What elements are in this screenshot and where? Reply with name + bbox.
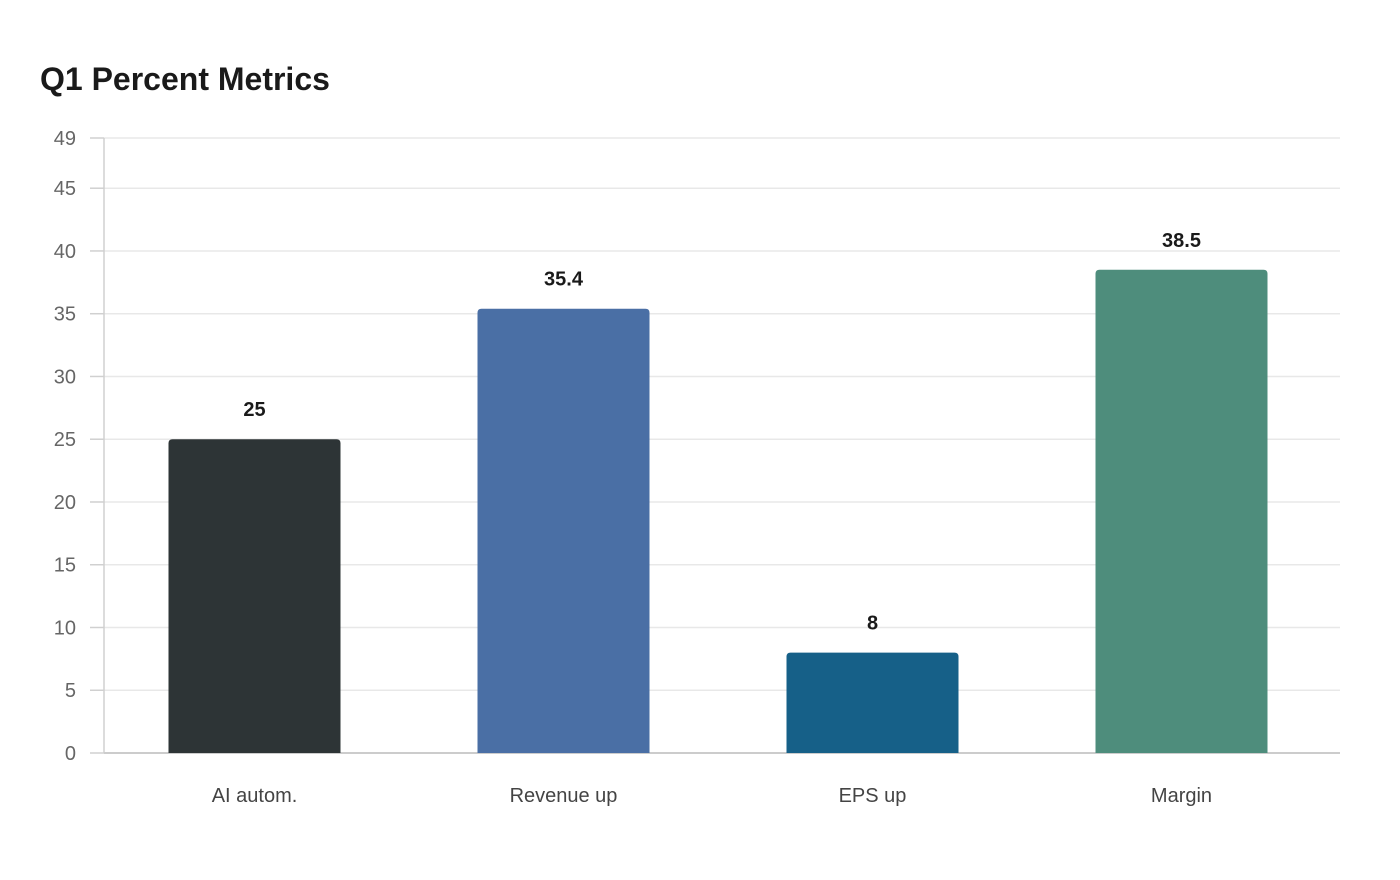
category-label-1: Revenue up (510, 785, 618, 807)
y-tick-label: 35 (54, 304, 76, 326)
data-label-1: 35.4 (544, 269, 584, 291)
y-tick-label: 45 (54, 178, 76, 200)
bar-1 (477, 308, 650, 753)
category-label-2: EPS up (839, 785, 907, 807)
data-label-2: 8 (867, 613, 878, 635)
bar-0 (168, 439, 341, 753)
y-tick-label: 15 (54, 555, 76, 577)
data-label-0: 25 (243, 399, 265, 421)
y-tick-label: 25 (54, 429, 76, 451)
bar-3 (1095, 269, 1268, 753)
x-category-labels: AI autom. Revenue up EPS up Margin (212, 785, 1212, 807)
y-tick-labels: 0 5 10 15 20 25 30 35 40 45 49 (54, 128, 76, 765)
y-tick-label: 49 (54, 128, 76, 150)
y-tick-label: 0 (65, 743, 76, 765)
data-labels: 25 35.4 8 38.5 (243, 230, 1201, 635)
category-label-3: Margin (1151, 785, 1212, 807)
bars (168, 269, 1268, 753)
data-label-3: 38.5 (1162, 230, 1201, 252)
bar-2 (786, 652, 959, 753)
chart-title: Q1 Percent Metrics (40, 61, 330, 97)
category-label-0: AI autom. (212, 785, 298, 807)
y-tick-label: 40 (54, 241, 76, 263)
y-tick-label: 30 (54, 366, 76, 388)
y-tick-label: 20 (54, 492, 76, 514)
y-tick-label: 5 (65, 680, 76, 702)
y-tick-label: 10 (54, 617, 76, 639)
